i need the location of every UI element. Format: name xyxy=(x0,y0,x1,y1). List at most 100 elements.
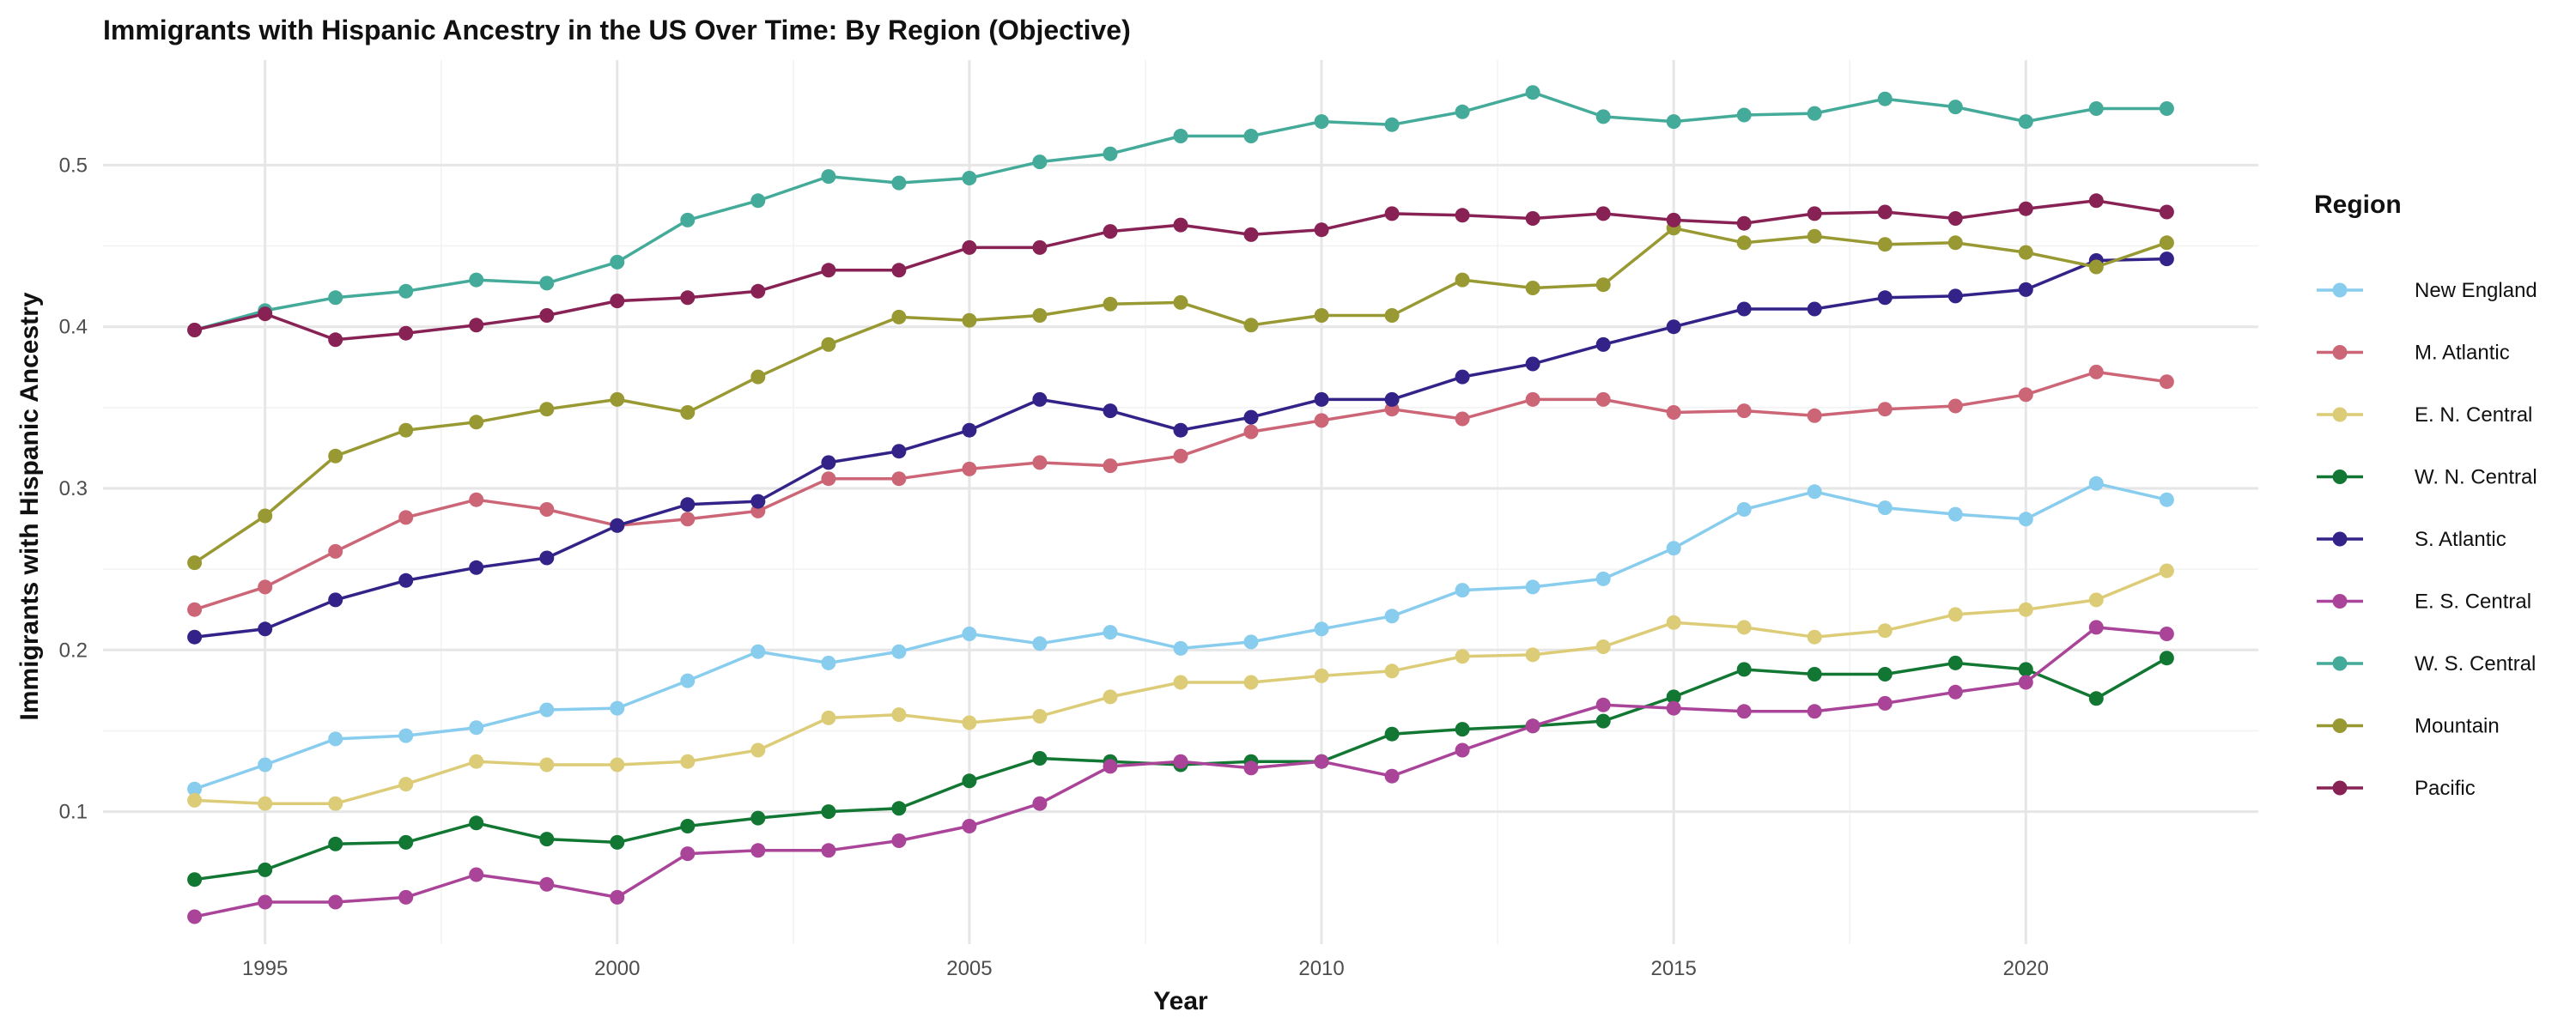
data-point xyxy=(1947,288,1963,304)
data-point xyxy=(680,290,696,306)
data-point xyxy=(1384,609,1400,624)
series-line-s-atlantic xyxy=(194,257,2167,639)
legend-key-point xyxy=(2332,282,2348,298)
data-point xyxy=(2159,651,2174,666)
data-point xyxy=(398,283,414,299)
data-point xyxy=(1455,208,1470,223)
data-point xyxy=(1666,319,1681,335)
data-point xyxy=(398,422,414,438)
data-point xyxy=(1595,391,1611,407)
data-point xyxy=(1243,409,1259,425)
data-point xyxy=(2159,374,2174,390)
data-point xyxy=(1032,308,1048,323)
series-line-new-england xyxy=(194,482,2167,791)
data-point xyxy=(1736,620,1752,635)
data-point xyxy=(469,415,484,430)
legend-label: M. Atlantic xyxy=(2415,342,2510,365)
data-point xyxy=(258,796,273,811)
data-point xyxy=(187,602,203,617)
data-point xyxy=(1877,667,1893,682)
data-point xyxy=(1455,649,1470,664)
data-point xyxy=(1314,754,1329,769)
data-point xyxy=(1243,634,1259,650)
data-point xyxy=(1947,607,1963,622)
data-point xyxy=(1243,227,1259,242)
data-point xyxy=(1032,154,1048,170)
data-point xyxy=(328,731,343,747)
data-point xyxy=(398,325,414,341)
data-point xyxy=(1455,742,1470,758)
data-point xyxy=(1666,212,1681,227)
data-point xyxy=(1666,615,1681,630)
data-point xyxy=(2018,114,2033,130)
data-point xyxy=(1103,296,1118,312)
y-tick-label: 0.4 xyxy=(59,316,88,339)
legend-key-point xyxy=(2332,594,2348,609)
data-point xyxy=(2088,592,2104,608)
data-point xyxy=(2018,675,2033,690)
legend-key-point xyxy=(2332,470,2348,484)
data-point xyxy=(680,819,696,833)
y-axis-title: Immigrants with Hispanic Ancestry xyxy=(15,292,44,720)
data-point xyxy=(1525,85,1540,100)
legend-item-s-atlantic: S. Atlantic xyxy=(2317,528,2506,551)
data-point xyxy=(1807,228,1822,244)
x-axis-ticks: 1995 2000 2005 2010 2015 2020 xyxy=(242,957,2049,980)
y-axis-ticks: 0.1 0.2 0.3 0.4 0.5 xyxy=(59,154,88,823)
data-point xyxy=(2088,259,2104,275)
data-point xyxy=(962,715,977,730)
data-point xyxy=(469,560,484,575)
data-point xyxy=(2088,101,2104,116)
data-point xyxy=(258,621,273,637)
data-point xyxy=(1032,709,1048,724)
data-point xyxy=(1314,308,1329,323)
legend-label: E. N. Central xyxy=(2415,403,2532,427)
data-point xyxy=(2159,627,2174,641)
data-point xyxy=(1314,114,1329,130)
data-point xyxy=(258,306,273,322)
data-point xyxy=(539,276,555,291)
legend-key-point xyxy=(2332,531,2348,547)
data-point xyxy=(539,550,555,566)
data-point xyxy=(1243,318,1259,333)
legend-label: New England xyxy=(2415,279,2537,302)
data-point xyxy=(750,494,766,509)
data-point xyxy=(398,510,414,525)
data-point xyxy=(1807,206,1822,221)
data-point xyxy=(1595,206,1611,221)
data-point xyxy=(1173,422,1188,438)
data-point xyxy=(398,573,414,588)
data-point xyxy=(962,422,977,438)
data-point xyxy=(1807,704,1822,719)
data-point xyxy=(610,254,625,270)
legend-key-point xyxy=(2332,407,2348,422)
data-point xyxy=(1807,667,1822,682)
data-point xyxy=(821,263,836,278)
data-point xyxy=(1384,206,1400,221)
data-point xyxy=(1384,391,1400,407)
legend-item-pacific: Pacific xyxy=(2317,777,2476,800)
data-point xyxy=(1736,215,1752,231)
y-tick-label: 0.5 xyxy=(59,154,88,177)
data-point xyxy=(1525,579,1540,595)
data-point xyxy=(610,700,625,716)
legend-label: Pacific xyxy=(2415,777,2476,800)
data-point xyxy=(1947,655,1963,670)
data-point xyxy=(821,455,836,470)
data-point xyxy=(962,819,977,833)
data-point xyxy=(750,810,766,826)
data-point xyxy=(2159,204,2174,220)
data-point xyxy=(2018,662,2033,677)
data-point xyxy=(680,673,696,688)
data-point xyxy=(821,336,836,352)
data-point xyxy=(1103,759,1118,774)
data-point xyxy=(1947,684,1963,700)
x-tick-label: 2000 xyxy=(594,957,640,980)
data-point xyxy=(1736,235,1752,251)
data-point xyxy=(469,754,484,769)
data-point xyxy=(1032,796,1048,811)
data-point xyxy=(2088,476,2104,491)
data-point xyxy=(1736,502,1752,517)
